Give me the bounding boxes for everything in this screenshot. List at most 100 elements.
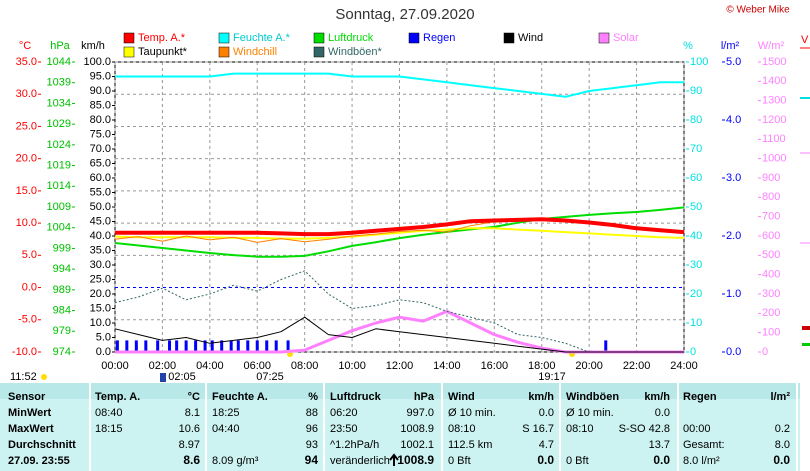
axis-unit: l/m² xyxy=(721,40,740,52)
y-tick-label: 80 xyxy=(690,114,702,126)
y-tick-label: 30.0 xyxy=(90,259,111,271)
y-tick-label: 300 xyxy=(762,288,780,300)
rain-bar xyxy=(220,340,224,352)
y-tick-label: 5.0 xyxy=(726,56,741,68)
y-tick-label: 600 xyxy=(762,230,780,242)
y-tick-label: 30.0 xyxy=(16,88,37,100)
trend-arrow xyxy=(389,453,399,466)
y-tick-label: 5.0 xyxy=(96,331,111,343)
y-tick-label: 35.0 xyxy=(90,244,111,256)
table-cell: ^1.2hPa/h xyxy=(330,439,379,451)
table-cell: Durchschnitt xyxy=(8,439,76,451)
y-tick-label: 80.0 xyxy=(90,114,111,126)
table-cell: 8.0 xyxy=(775,439,790,451)
table-cell: veränderlich xyxy=(330,455,390,467)
y-tick-label: 10.0 xyxy=(16,217,37,229)
x-tick-label: 16:00 xyxy=(481,360,509,372)
table-cell: 0 Bft xyxy=(566,455,589,467)
y-tick-label: 55.0 xyxy=(90,186,111,198)
table-header: Windböen xyxy=(566,391,619,403)
table-cell: 8.0 l/m² xyxy=(683,455,720,467)
rain-bar xyxy=(144,340,148,352)
y-tick-label: 3.0 xyxy=(726,172,741,184)
table-cell: 0.0 xyxy=(653,453,670,467)
y-tick-label: -5.0 xyxy=(18,314,37,326)
legend-swatch xyxy=(408,32,420,44)
y-tick-label: 1000 xyxy=(762,153,786,165)
y-tick-label: 10.0 xyxy=(90,317,111,329)
y-tick-label: 1009 xyxy=(47,201,71,213)
x-tick-label: 02:00 xyxy=(149,360,177,372)
rain-bar xyxy=(274,340,278,352)
x-tick-label: 18:00 xyxy=(528,360,556,372)
rain-bar xyxy=(125,340,129,352)
y-tick-label: 974 xyxy=(53,346,71,358)
series-line xyxy=(114,227,685,240)
y-tick-label: 800 xyxy=(762,191,780,203)
y-tick-label: 700 xyxy=(762,211,780,223)
sun-moon-time: 02:05 xyxy=(168,371,196,383)
table-cell: 112.5 km xyxy=(448,439,492,451)
table-cell: 0.0 xyxy=(537,453,554,467)
y-tick-label: 25.0 xyxy=(16,120,37,132)
y-tick-label: 999 xyxy=(53,242,71,254)
table-cell: 94 xyxy=(305,453,319,467)
sun-icon xyxy=(41,374,47,380)
legend-swatch xyxy=(503,32,515,44)
table-cell: 93 xyxy=(306,439,318,451)
credit: © Weber Mike xyxy=(726,5,790,16)
y-tick-label: 15.0 xyxy=(90,302,111,314)
legend-swatch xyxy=(123,32,135,44)
legend-swatch xyxy=(218,46,230,58)
table-header: km/h xyxy=(644,391,670,403)
table-header: Feuchte A. xyxy=(212,391,268,403)
legend-label: Regen xyxy=(423,32,455,44)
table-header: km/h xyxy=(528,391,554,403)
chart-title: Sonntag, 27.09.2020 xyxy=(335,6,474,23)
y-tick-label: 25.0 xyxy=(90,273,111,285)
y-tick-label: 75.0 xyxy=(90,128,111,140)
table-cell: S 16.7 xyxy=(522,423,554,435)
table-header: hPa xyxy=(414,391,435,403)
y-tick-label: 994 xyxy=(53,263,71,275)
y-tick-label: 70.0 xyxy=(90,143,111,155)
y-tick-label: 95.0 xyxy=(90,70,111,82)
legend-label: Temp. A.* xyxy=(138,32,186,44)
table-header: l/m² xyxy=(770,391,790,403)
legend-swatch xyxy=(313,46,325,58)
series-line xyxy=(114,206,685,258)
rain-bar xyxy=(175,340,179,352)
table-cell: Ø 10 min. xyxy=(566,407,614,419)
y-tick-label: 1024 xyxy=(47,139,71,151)
y-tick-label: 90.0 xyxy=(90,85,111,97)
table-header: Temp. A. xyxy=(95,391,140,403)
axis-unit: hPa xyxy=(50,40,70,52)
table-cell: 18:25 xyxy=(212,407,240,419)
y-tick-label: 20.0 xyxy=(16,153,37,165)
sun-moon-time: 11:52 xyxy=(10,371,37,383)
y-tick-label: 1019 xyxy=(47,159,71,171)
x-tick-label: 24:00 xyxy=(670,360,698,372)
y-tick-label: 1500 xyxy=(762,56,786,68)
y-tick-label: 4.0 xyxy=(726,114,741,126)
y-tick-label: 0 xyxy=(762,346,768,358)
table-cell: 08:40 xyxy=(95,407,123,419)
table-cell: 0.0 xyxy=(655,407,670,419)
table-cell: 4.7 xyxy=(539,439,554,451)
y-tick-label: 1029 xyxy=(47,118,71,130)
y-tick-label: 15.0 xyxy=(16,185,37,197)
y-tick-label: 20 xyxy=(690,288,702,300)
x-tick-label: 10:00 xyxy=(338,360,366,372)
table-cell: 0.0 xyxy=(539,407,554,419)
y-tick-label: 0.0 xyxy=(96,346,111,358)
y-tick-label: 30 xyxy=(690,259,702,271)
table-cell: 10.6 xyxy=(179,423,200,435)
table-cell: S-SO 42.8 xyxy=(619,423,670,435)
y-tick-label: 40.0 xyxy=(90,230,111,242)
y-tick-label: 100.0 xyxy=(83,56,111,68)
y-tick-label: 1.0 xyxy=(726,288,741,300)
x-tick-label: 12:00 xyxy=(386,360,414,372)
series-line xyxy=(115,217,685,237)
x-tick-label: 20:00 xyxy=(575,360,603,372)
table-cell: 0 Bft xyxy=(448,455,471,467)
